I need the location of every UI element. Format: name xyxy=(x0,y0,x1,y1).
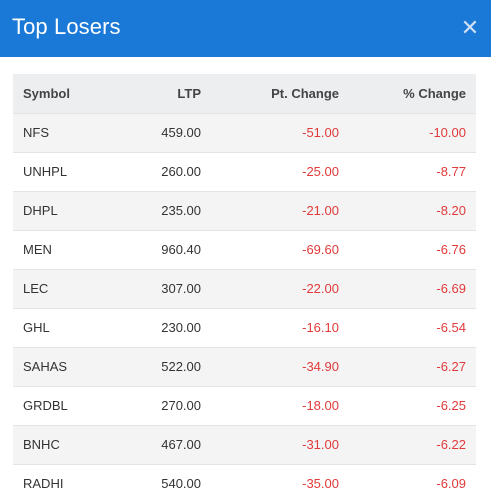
cell-ltp: 459.00 xyxy=(161,125,201,140)
top-losers-table-container: Symbol LTP Pt. Change % Change NFS 459.0… xyxy=(13,74,476,501)
cell-ltp: 960.40 xyxy=(161,242,201,257)
cell-symbol: DHPL xyxy=(23,203,58,218)
cell-ltp: 270.00 xyxy=(161,398,201,413)
table-header-row: Symbol LTP Pt. Change % Change xyxy=(13,74,476,113)
cell-pct-change: -6.69 xyxy=(436,281,466,296)
table-row[interactable]: BNHC 467.00 -31.00 -6.22 xyxy=(13,425,476,464)
cell-pct-change: -10.00 xyxy=(429,125,466,140)
column-header-ltp[interactable]: LTP xyxy=(177,85,201,101)
modal-header: Top Losers ✕ xyxy=(0,0,491,57)
cell-pt-change: -69.60 xyxy=(302,242,339,257)
cell-symbol: LEC xyxy=(23,281,49,296)
cell-pct-change: -8.77 xyxy=(436,164,466,179)
cell-pct-change: -6.76 xyxy=(436,242,466,257)
cell-pt-change: -35.00 xyxy=(302,476,339,492)
modal-title: Top Losers xyxy=(12,14,121,39)
table-row[interactable]: RADHI 540.00 -35.00 -6.09 xyxy=(13,464,476,501)
cell-pct-change: -6.27 xyxy=(436,359,466,374)
table-row[interactable]: DHPL 235.00 -21.00 -8.20 xyxy=(13,191,476,230)
table-row[interactable]: NFS 459.00 -51.00 -10.00 xyxy=(13,113,476,152)
column-header-pct-change[interactable]: % Change xyxy=(403,85,466,101)
column-header-pt-change[interactable]: Pt. Change xyxy=(271,85,339,101)
cell-pt-change: -34.90 xyxy=(302,359,339,374)
cell-ltp: 522.00 xyxy=(161,359,201,374)
cell-ltp: 467.00 xyxy=(161,437,201,452)
table-row[interactable]: GHL 230.00 -16.10 -6.54 xyxy=(13,308,476,347)
cell-ltp: 540.00 xyxy=(161,476,201,492)
cell-symbol: UNHPL xyxy=(23,164,68,179)
cell-pct-change: -6.54 xyxy=(436,320,466,335)
cell-pt-change: -21.00 xyxy=(302,203,339,218)
table-row[interactable]: SAHAS 522.00 -34.90 -6.27 xyxy=(13,347,476,386)
cell-ltp: 235.00 xyxy=(161,203,201,218)
table-row[interactable]: UNHPL 260.00 -25.00 -8.77 xyxy=(13,152,476,191)
cell-symbol: GRDBL xyxy=(23,398,68,413)
cell-symbol: MEN xyxy=(23,242,52,257)
cell-pct-change: -6.25 xyxy=(436,398,466,413)
cell-pt-change: -31.00 xyxy=(302,437,339,452)
table-row[interactable]: LEC 307.00 -22.00 -6.69 xyxy=(13,269,476,308)
table-row[interactable]: GRDBL 270.00 -18.00 -6.25 xyxy=(13,386,476,425)
cell-symbol: BNHC xyxy=(23,437,60,452)
cell-symbol: NFS xyxy=(23,125,49,140)
cell-pct-change: -8.20 xyxy=(436,203,466,218)
cell-pct-change: -6.09 xyxy=(436,476,466,492)
cell-ltp: 230.00 xyxy=(161,320,201,335)
cell-symbol: SAHAS xyxy=(23,359,68,374)
cell-symbol: RADHI xyxy=(23,476,64,492)
table-row[interactable]: MEN 960.40 -69.60 -6.76 xyxy=(13,230,476,269)
cell-pt-change: -51.00 xyxy=(302,125,339,140)
cell-pt-change: -16.10 xyxy=(302,320,339,335)
cell-ltp: 307.00 xyxy=(161,281,201,296)
column-header-symbol[interactable]: Symbol xyxy=(23,85,70,101)
cell-pt-change: -18.00 xyxy=(302,398,339,413)
cell-ltp: 260.00 xyxy=(161,164,201,179)
cell-pt-change: -25.00 xyxy=(302,164,339,179)
top-losers-table: Symbol LTP Pt. Change % Change NFS 459.0… xyxy=(13,74,476,501)
cell-pct-change: -6.22 xyxy=(436,437,466,452)
close-icon[interactable]: ✕ xyxy=(460,15,480,40)
cell-pt-change: -22.00 xyxy=(302,281,339,296)
cell-symbol: GHL xyxy=(23,320,50,335)
